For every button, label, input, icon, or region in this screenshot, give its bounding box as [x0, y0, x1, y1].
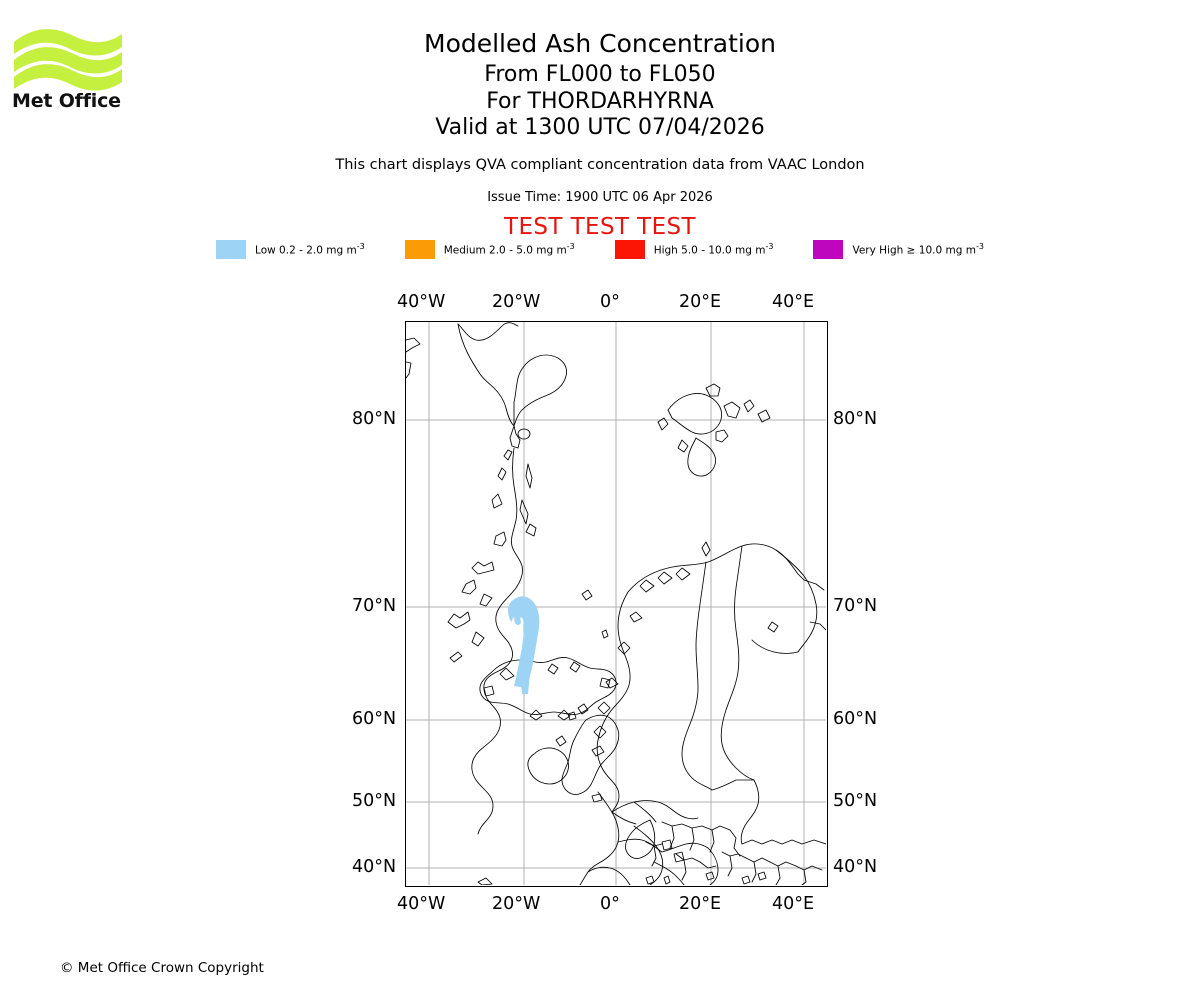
ash-plume-low	[508, 596, 540, 694]
map-coastlines	[406, 322, 826, 885]
lon-label-top-20w: 20°W	[492, 292, 541, 312]
legend-label-very-high: Very High ≥ 10.0 mg m-3	[852, 242, 984, 257]
lon-label-bottom-20w: 20°W	[492, 894, 541, 914]
legend-swatch-low	[216, 240, 247, 259]
met-office-logo-text: Met Office	[12, 90, 121, 112]
legend-item-very-high: Very High ≥ 10.0 mg m-3	[813, 240, 984, 259]
lon-label-top-20e: 20°E	[679, 292, 722, 312]
lon-label-bottom-20e: 20°E	[679, 894, 722, 914]
lon-label-top-0: 0°	[600, 292, 620, 312]
legend-label-low: Low 0.2 - 2.0 mg m-3	[255, 242, 365, 257]
flight-level-line: From FL000 to FL050	[484, 62, 716, 87]
lat-label-left-80n: 80°N	[352, 409, 397, 429]
legend-unit-exponent-medium: -3	[566, 242, 575, 252]
copyright-text: © Met Office Crown Copyright	[60, 960, 264, 976]
map-plot-area[interactable]	[405, 321, 828, 887]
test-banner: TEST TEST TEST	[504, 214, 696, 240]
lat-label-left-70n: 70°N	[352, 596, 397, 616]
map-canvas	[406, 322, 826, 885]
met-office-wave-icon	[14, 29, 122, 91]
issue-time: Issue Time: 1900 UTC 06 Apr 2026	[487, 190, 713, 205]
lon-label-bottom-40w: 40°W	[397, 894, 446, 914]
lon-label-bottom-40e: 40°E	[772, 894, 815, 914]
legend-swatch-medium	[404, 240, 435, 259]
legend-swatch-very-high	[813, 240, 844, 259]
legend-label-medium: Medium 2.0 - 5.0 mg m-3	[443, 242, 575, 257]
lat-label-right-70n: 70°N	[833, 596, 878, 616]
legend-item-low: Low 0.2 - 2.0 mg m-3	[216, 240, 365, 259]
legend-label-high: High 5.0 - 10.0 mg m-3	[653, 242, 774, 257]
met-office-logo	[12, 22, 132, 114]
lat-label-left-40n: 40°N	[352, 857, 397, 877]
legend-item-medium: Medium 2.0 - 5.0 mg m-3	[404, 240, 575, 259]
lat-label-right-40n: 40°N	[833, 857, 878, 877]
legend-unit-exponent-high: -3	[765, 242, 774, 252]
lon-label-top-40e: 40°E	[772, 292, 815, 312]
lat-label-left-50n: 50°N	[352, 791, 397, 811]
lat-label-left-60n: 60°N	[352, 709, 397, 729]
lon-label-top-40w: 40°W	[397, 292, 446, 312]
legend-unit-exponent-low: -3	[356, 242, 365, 252]
lat-label-right-80n: 80°N	[833, 409, 878, 429]
map-frame	[405, 321, 828, 887]
map-gridlines	[406, 322, 826, 885]
volcano-name-line: For THORDARHYRNA	[486, 89, 714, 114]
concentration-legend: Low 0.2 - 2.0 mg m-3 Medium 2.0 - 5.0 mg…	[0, 240, 1200, 259]
valid-time-line: Valid at 1300 UTC 07/04/2026	[435, 115, 765, 140]
qva-note: This chart displays QVA compliant concen…	[335, 157, 865, 173]
legend-item-high: High 5.0 - 10.0 mg m-3	[614, 240, 774, 259]
lon-label-bottom-0: 0°	[600, 894, 620, 914]
legend-unit-exponent-very-high: -3	[975, 242, 984, 252]
legend-swatch-high	[614, 240, 645, 259]
lat-label-right-50n: 50°N	[833, 791, 878, 811]
lat-label-right-60n: 60°N	[833, 709, 878, 729]
page-title: Modelled Ash Concentration	[424, 29, 776, 58]
